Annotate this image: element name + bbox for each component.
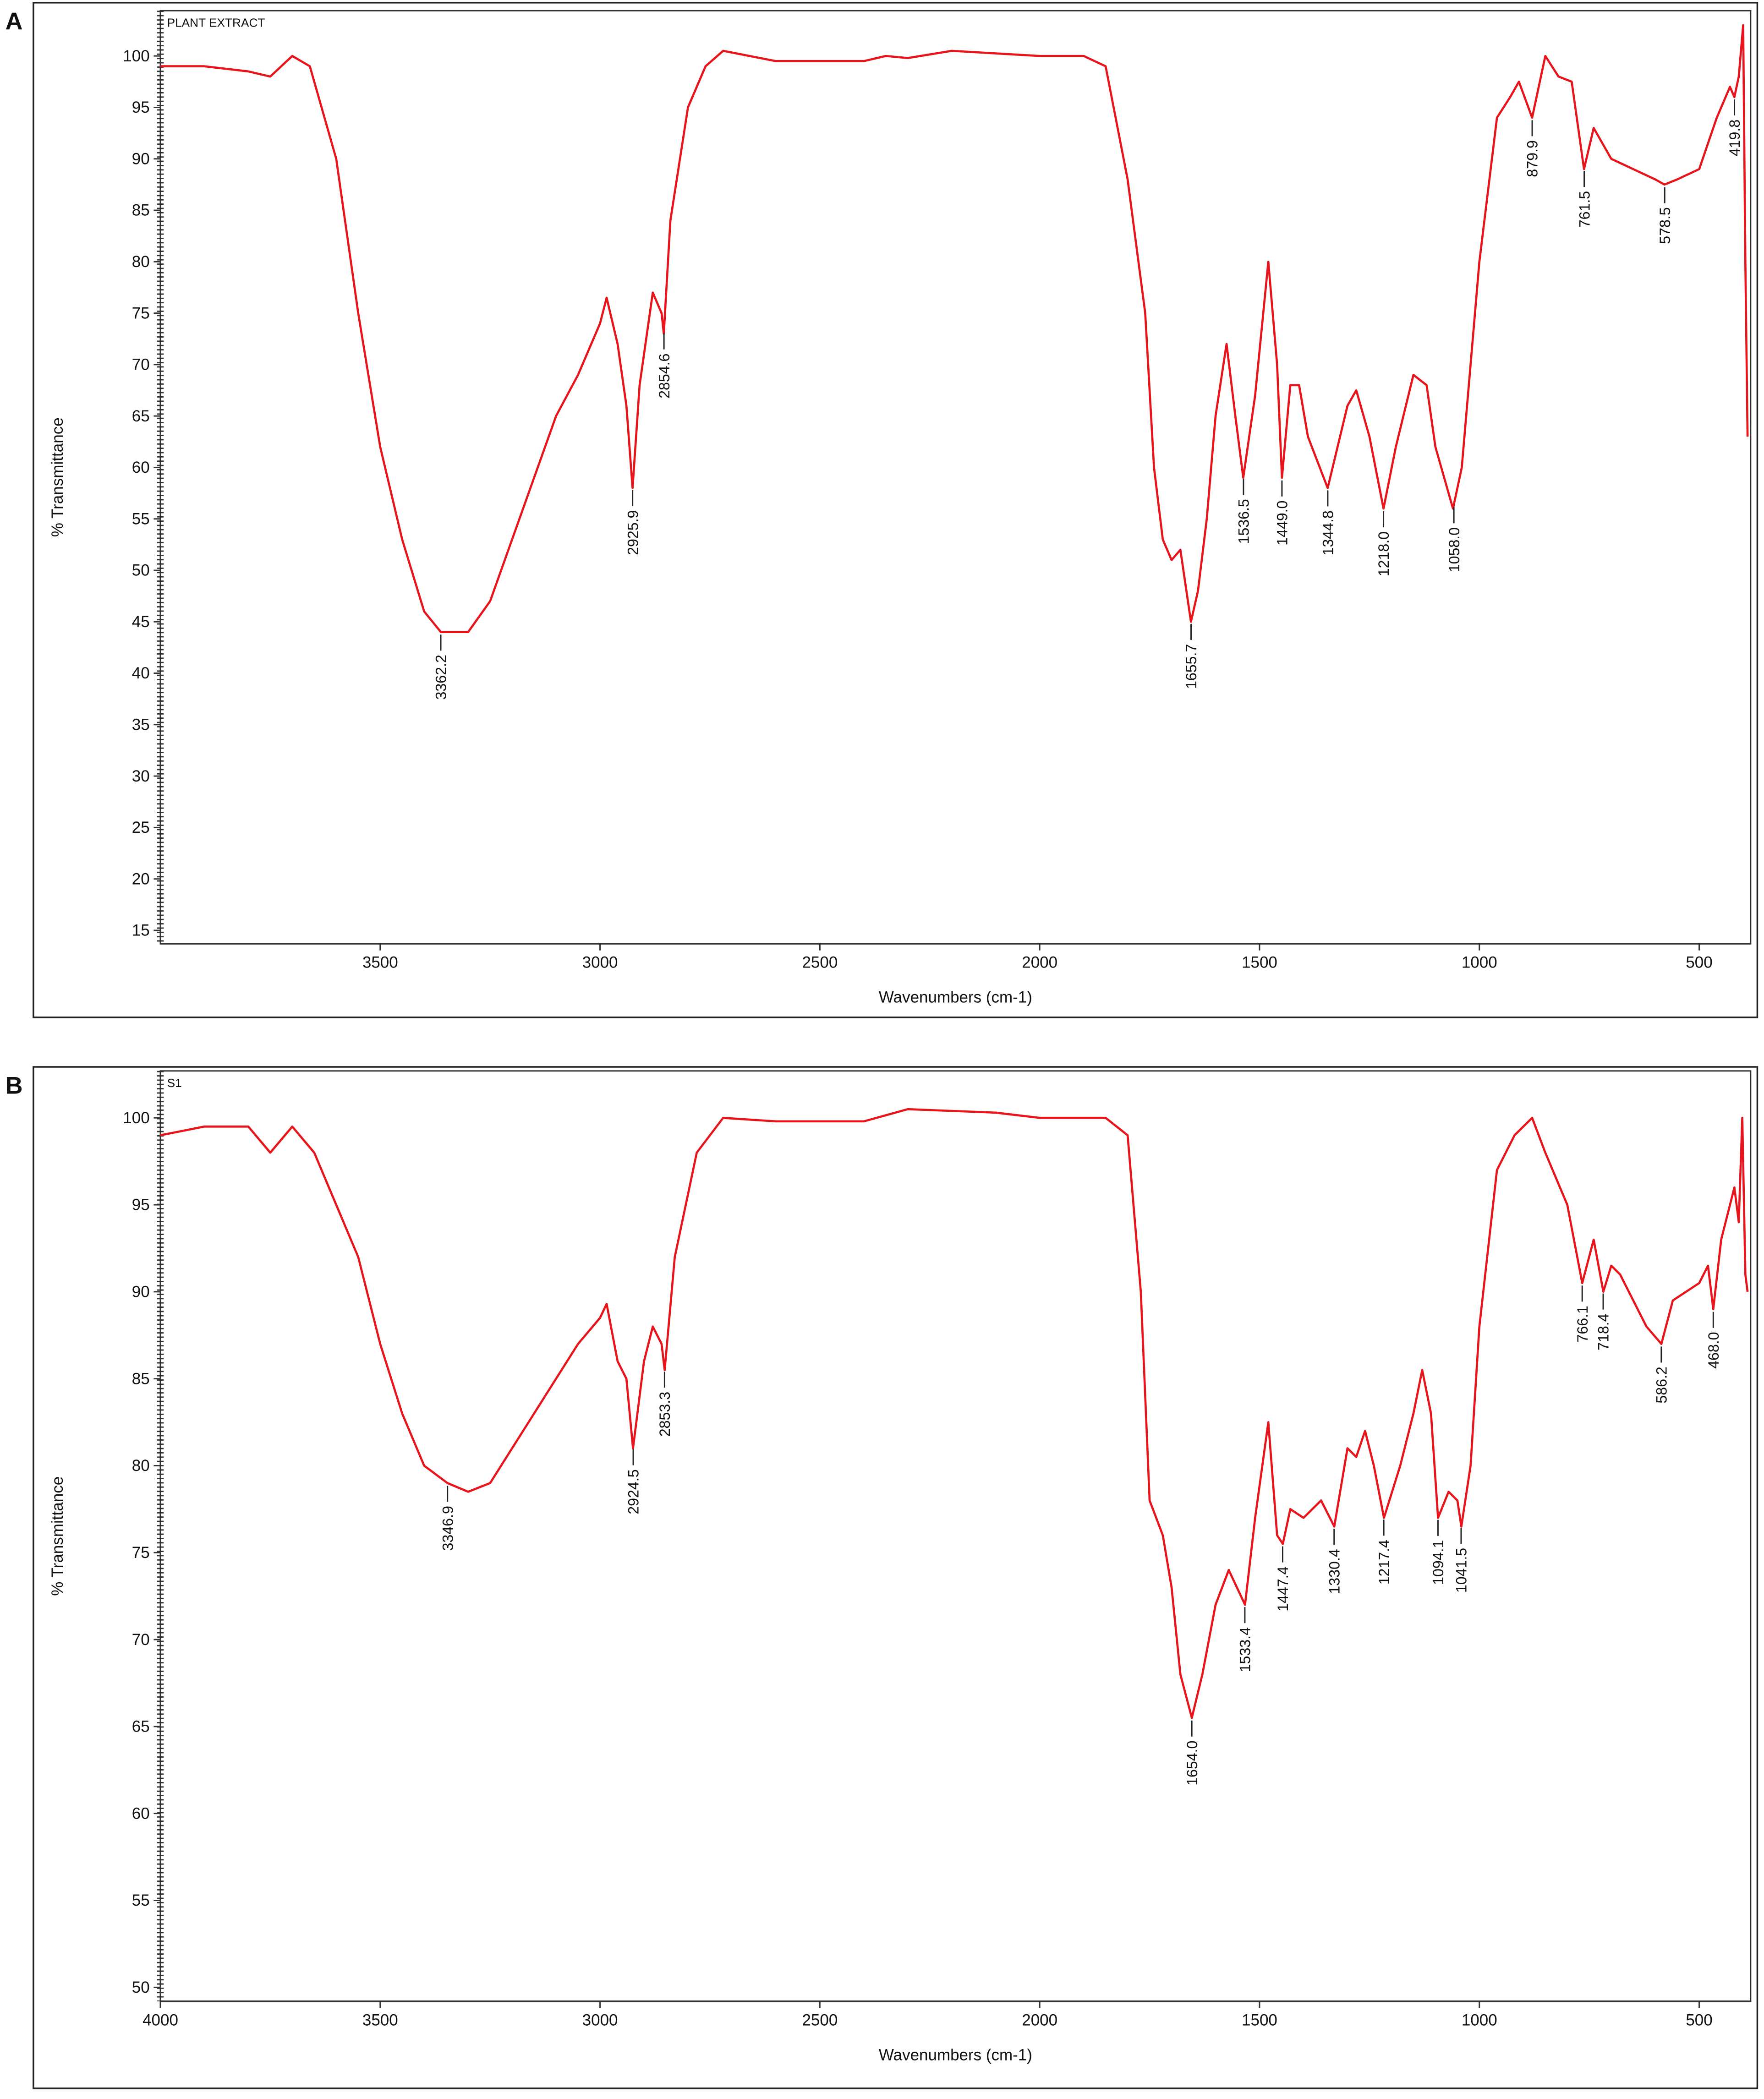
y-tick-label: 90 [132,150,150,168]
x-tick-label: 3000 [582,2011,618,2029]
x-tick-label: 500 [1686,2011,1712,2029]
peak-label: 1449.0 [1274,501,1291,546]
y-tick-label: 65 [132,1718,150,1736]
y-axis-label: % Transmittance [49,417,66,537]
y-tick-label: 75 [132,1544,150,1562]
x-tick-label: 4000 [142,2011,178,2029]
x-tick-label: 2500 [802,2011,838,2029]
peak-label: 2925.9 [625,510,641,555]
y-tick-label: 40 [132,664,150,682]
x-tick-label: 3500 [362,2011,398,2029]
panel-label: B [5,1072,23,1099]
y-tick-label: 85 [132,202,150,219]
y-tick-label: 60 [132,459,150,476]
y-tick-label: 65 [132,407,150,425]
y-tick-label: 55 [132,1891,150,1909]
y-tick-label: 50 [132,562,150,579]
peak-label: 1041.5 [1453,1548,1470,1593]
panel-frame [33,2,1759,1018]
peak-label: 1533.4 [1237,1627,1254,1672]
y-tick-label: 60 [132,1804,150,1822]
y-tick-label: 75 [132,304,150,322]
peak-label: 2854.6 [656,354,673,399]
peak-label: 1655.7 [1183,644,1200,689]
x-tick-label: 2500 [802,954,838,972]
spectrum-line [160,24,1749,634]
peak-label: 879.9 [1524,140,1541,177]
x-tick-label: 3500 [362,954,398,972]
y-tick-label: 35 [132,716,150,733]
spectrum-line [160,1108,1749,1719]
y-tick-label: 70 [132,1631,150,1649]
y-tick-label: 80 [132,253,150,271]
y-tick-label: 85 [132,1370,150,1388]
peak-label: 1217.4 [1376,1540,1392,1585]
plot-frame [159,1070,1752,2002]
y-tick-label: 15 [132,922,150,940]
y-tick-label: 100 [123,47,149,65]
y-axis-label: % Transmittance [49,1476,66,1596]
peak-label: 3346.9 [439,1506,456,1551]
x-axis-label: Wavenumbers (cm-1) [879,989,1032,1006]
peak-label: 1447.4 [1275,1566,1291,1611]
peak-label: 1344.8 [1320,510,1337,555]
peak-label: 1058.0 [1446,527,1463,572]
peak-label: 1654.0 [1184,1741,1200,1786]
peak-label: 1094.1 [1430,1540,1446,1585]
legend-entry: S1 [167,1076,182,1090]
plot-frame [159,10,1752,945]
y-tick-label: 90 [132,1283,150,1301]
x-tick-label: 1500 [1242,954,1277,972]
x-tick-label: 3000 [582,954,618,972]
y-tick-label: 50 [132,1979,150,1996]
peak-label: 761.5 [1576,191,1593,228]
panel-frame [33,1066,1759,2089]
panel-label: A [5,8,23,35]
x-axis-label: Wavenumbers (cm-1) [879,2046,1032,2064]
peak-label: 2853.3 [657,1392,673,1437]
x-tick-label: 1000 [1462,2011,1497,2029]
x-tick-label: 1000 [1462,954,1497,972]
y-tick-label: 70 [132,356,150,374]
peak-label: 1218.0 [1375,531,1392,576]
peak-label: 766.1 [1574,1306,1591,1342]
legend-entry: PLANT EXTRACT [167,16,265,29]
y-tick-label: 45 [132,613,150,631]
peak-label: 468.0 [1705,1332,1722,1369]
y-tick-label: 100 [123,1109,149,1127]
x-tick-label: 2000 [1022,2011,1057,2029]
peak-label: 718.4 [1595,1313,1612,1350]
y-tick-label: 80 [132,1457,150,1475]
y-tick-label: 95 [132,98,150,116]
y-tick-label: 95 [132,1196,150,1214]
y-tick-label: 25 [132,819,150,836]
peak-label: 2924.5 [625,1469,642,1514]
peak-label: 3362.2 [433,655,449,700]
y-tick-label: 30 [132,767,150,785]
x-tick-label: 500 [1686,954,1712,972]
peak-label: 586.2 [1654,1367,1670,1403]
peak-label: 1536.5 [1236,499,1252,544]
x-tick-label: 1500 [1242,2011,1277,2029]
y-tick-label: 55 [132,510,150,528]
y-tick-label: 20 [132,870,150,888]
peak-label: 1330.4 [1326,1549,1342,1594]
x-tick-label: 2000 [1022,954,1057,972]
peak-label: 419.8 [1726,120,1743,156]
peak-label: 578.5 [1657,207,1673,244]
